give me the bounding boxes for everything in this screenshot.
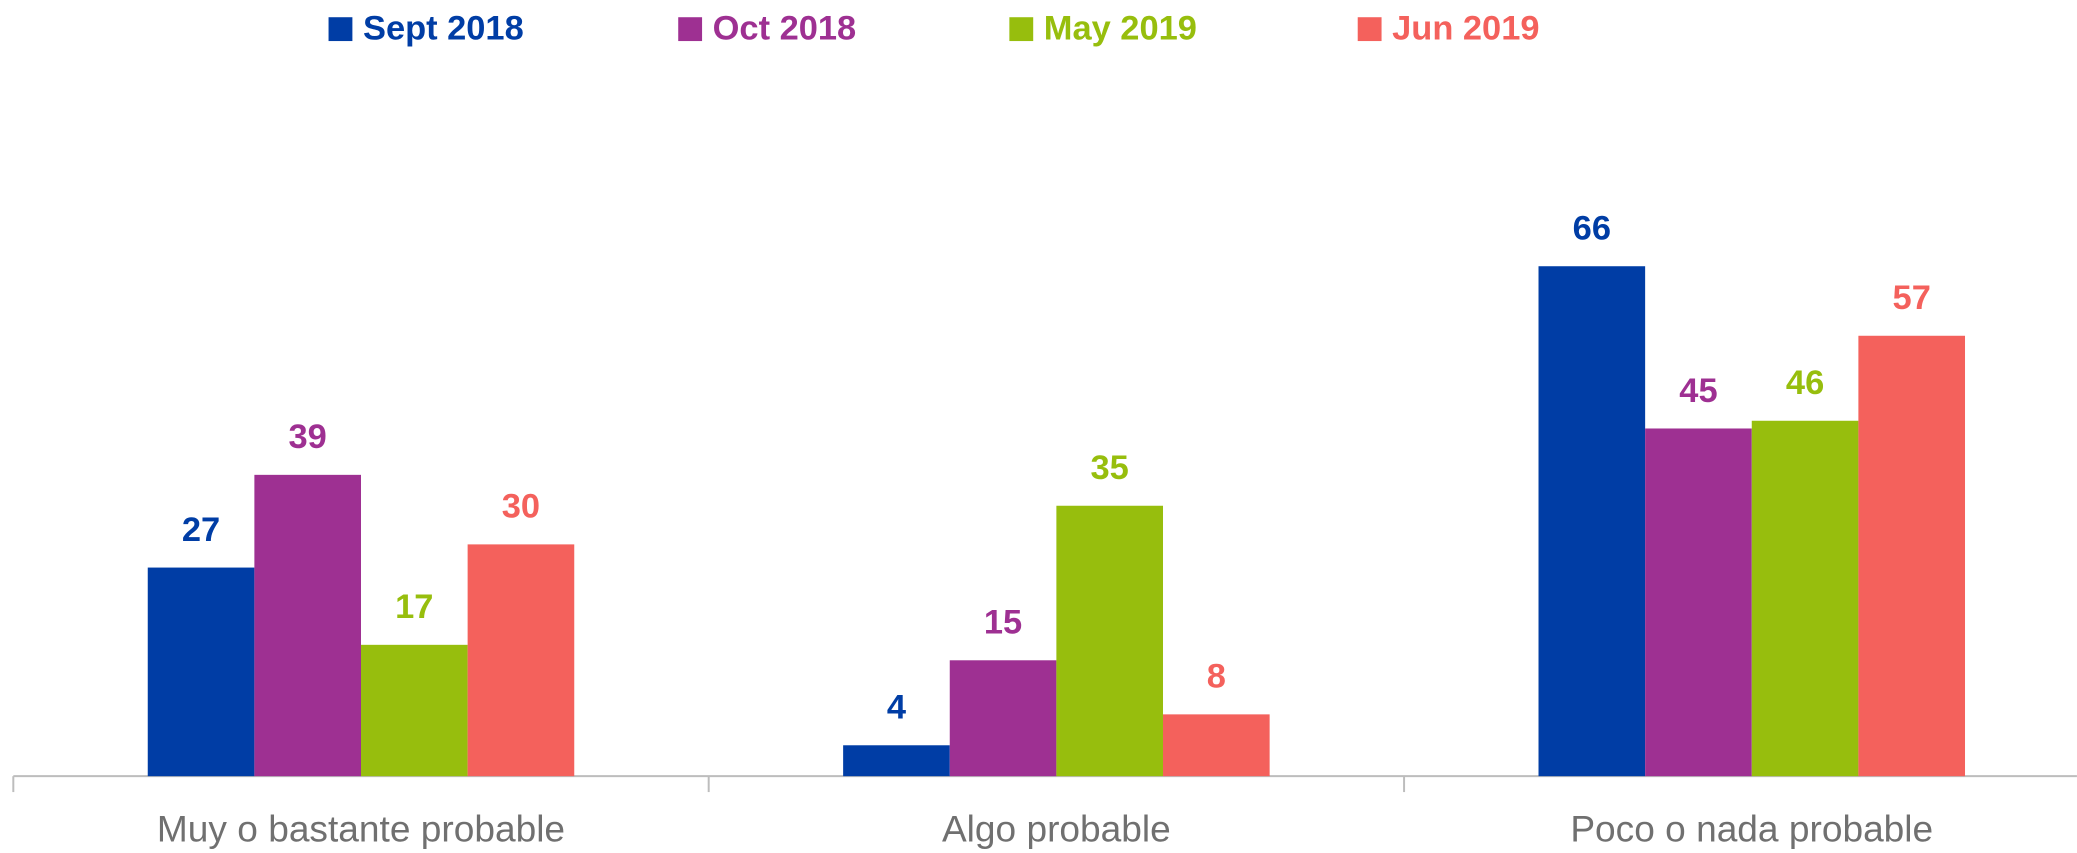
bar <box>467 544 575 777</box>
value-label: 45 <box>1679 372 1717 410</box>
legend-swatch <box>1357 17 1382 42</box>
value-label: 15 <box>984 604 1022 642</box>
value-label: 46 <box>1786 364 1824 402</box>
value-label: 17 <box>395 588 433 626</box>
bar <box>843 745 950 777</box>
bar <box>1056 505 1164 777</box>
x-tick-label: Algo probable <box>942 808 1171 850</box>
x-tick-label: Muy o bastante probable <box>157 808 565 850</box>
value-label: 66 <box>1573 210 1611 248</box>
bar <box>1751 420 1859 777</box>
legend-swatch <box>678 17 703 42</box>
bar <box>1858 335 1966 777</box>
legend-label: Jun 2019 <box>1392 10 1539 48</box>
bar <box>1163 714 1270 777</box>
bar <box>1538 266 1646 777</box>
bar <box>949 660 1057 777</box>
legend-label: May 2019 <box>1044 10 1197 48</box>
legend-swatch <box>1009 17 1034 42</box>
value-label: 4 <box>887 689 906 727</box>
value-label: 27 <box>182 511 220 549</box>
legend-label: Sept 2018 <box>363 10 524 48</box>
value-label: 35 <box>1091 449 1129 487</box>
bar <box>254 474 362 777</box>
legend-swatch <box>328 17 353 42</box>
legend-label: Oct 2018 <box>713 10 857 48</box>
value-label: 57 <box>1893 279 1931 317</box>
bar <box>361 644 468 777</box>
x-tick-label: Poco o nada probable <box>1570 808 1933 850</box>
value-label: 39 <box>289 418 327 456</box>
value-label: 30 <box>502 488 540 526</box>
bar <box>147 567 255 777</box>
bar <box>1645 428 1752 777</box>
value-label: 8 <box>1207 658 1226 696</box>
